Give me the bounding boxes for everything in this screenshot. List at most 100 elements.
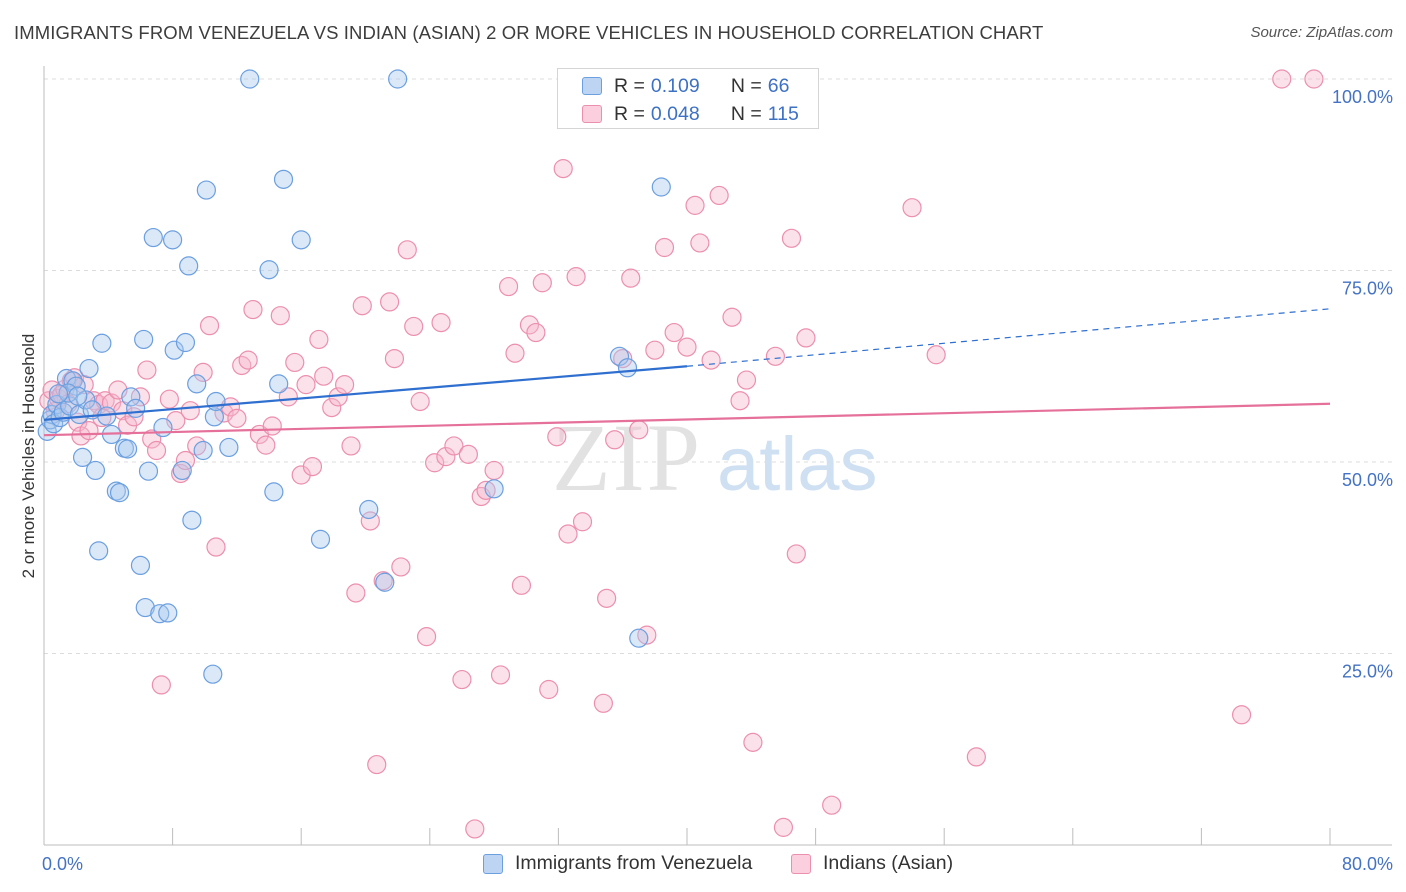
data-point	[722, 307, 742, 327]
data-point	[203, 664, 223, 684]
data-point	[1272, 69, 1292, 89]
series-indians-asian	[39, 69, 1324, 839]
data-point	[79, 358, 99, 379]
data-point	[66, 376, 86, 396]
data-point	[664, 322, 684, 343]
data-point	[384, 348, 405, 369]
tick-labels: 25.0% 50.0% 75.0% 100.0% 0.0% 80.0%	[42, 87, 1393, 874]
data-point	[269, 374, 289, 394]
watermark-atlas: atlas	[717, 422, 878, 507]
data-point	[476, 480, 496, 500]
data-point	[743, 732, 763, 752]
data-point	[651, 177, 671, 197]
data-point	[484, 479, 504, 499]
data-point	[926, 345, 946, 365]
data-point	[193, 440, 213, 461]
y-tick-label: 25.0%	[1342, 662, 1393, 682]
y-tick-label: 50.0%	[1342, 470, 1393, 490]
x-tick-label: 80.0%	[1342, 854, 1393, 874]
data-point	[273, 169, 294, 189]
data-point	[781, 228, 802, 248]
data-point	[256, 435, 276, 455]
data-point	[175, 332, 196, 353]
data-point	[539, 679, 559, 700]
data-point	[1304, 69, 1324, 89]
grid-lines	[44, 78, 1392, 654]
data-point	[121, 387, 141, 407]
data-point	[143, 227, 163, 248]
data-point	[532, 273, 552, 293]
data-point	[309, 329, 329, 350]
data-point	[85, 460, 106, 481]
data-point	[270, 306, 290, 326]
data-point	[526, 322, 546, 343]
watermark: ZIP atlas	[552, 404, 878, 511]
data-point	[375, 572, 395, 592]
data-point	[709, 185, 729, 206]
stats-legend: R = 0.109 N = 66 R = 0.048 N = 115	[557, 68, 819, 129]
data-point	[310, 529, 331, 549]
data-point	[773, 817, 794, 837]
data-point	[146, 440, 167, 461]
data-point	[142, 429, 162, 449]
data-point	[1231, 705, 1252, 725]
y-axis-label: 2 or more Vehicles in Household	[19, 334, 38, 579]
data-point	[204, 407, 224, 427]
data-point	[511, 575, 532, 595]
chart-source: Source: ZipAtlas.com	[1250, 24, 1393, 41]
axes	[43, 66, 1392, 846]
data-point	[685, 195, 705, 215]
data-point	[187, 374, 207, 394]
data-point	[654, 237, 675, 258]
trend-lines	[43, 308, 1331, 437]
data-point	[220, 397, 241, 417]
data-point	[388, 69, 408, 89]
data-point	[609, 346, 630, 366]
legend-row-indians: R = 0.048 N = 115	[582, 100, 799, 128]
data-point	[106, 481, 126, 501]
data-point	[597, 588, 617, 608]
data-point	[484, 460, 504, 481]
data-point	[63, 371, 83, 391]
data-point	[346, 583, 366, 603]
data-point	[613, 348, 633, 369]
legend-n-value: 115	[767, 102, 799, 125]
legend-r-label: R =	[614, 102, 645, 125]
data-point	[72, 447, 93, 468]
data-point	[126, 398, 146, 418]
legend-swatch-blue	[582, 77, 602, 95]
data-point	[465, 819, 485, 839]
data-point	[159, 389, 179, 409]
data-point	[572, 512, 593, 532]
data-point	[605, 430, 625, 450]
data-point	[701, 350, 721, 370]
data-point	[359, 499, 379, 520]
legend-r-label: R =	[614, 74, 645, 97]
data-point	[180, 401, 200, 421]
data-point	[262, 416, 282, 436]
data-point	[690, 233, 710, 253]
data-point	[444, 436, 464, 456]
data-point	[490, 665, 511, 685]
data-point	[134, 329, 154, 350]
data-point	[822, 795, 842, 815]
data-point	[553, 159, 573, 179]
data-point	[410, 391, 430, 412]
data-point	[158, 603, 178, 623]
data-point	[677, 337, 697, 357]
chart-title: IMMIGRANTS FROM VENEZUELA VS INDIAN (ASI…	[14, 22, 1044, 43]
data-point	[796, 328, 816, 348]
bottom-legend-swatch-pink	[791, 853, 811, 874]
data-point	[436, 447, 456, 467]
data-point	[163, 230, 183, 250]
legend-r-value: 0.109	[650, 74, 700, 97]
data-point	[786, 544, 806, 564]
data-point	[452, 669, 472, 690]
data-point	[130, 387, 151, 407]
data-point	[425, 453, 445, 473]
data-point	[227, 408, 247, 428]
data-point	[238, 350, 258, 370]
data-point	[179, 256, 199, 276]
data-point	[498, 276, 519, 297]
bottom-legend-label-venezuela: Immigrants from Venezuela	[515, 852, 753, 874]
